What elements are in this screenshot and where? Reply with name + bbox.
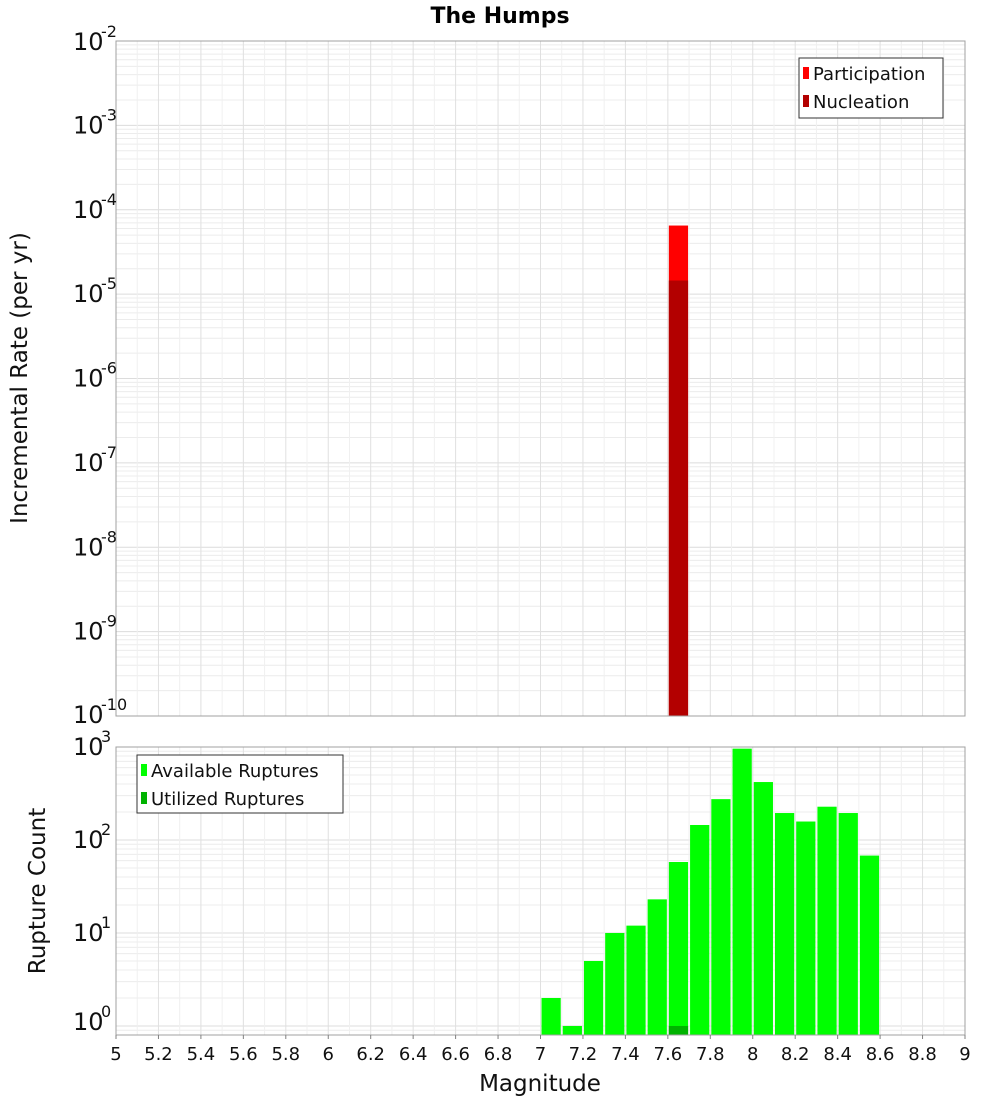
legend-label: Participation — [813, 64, 925, 85]
count-bar-available-ruptures — [859, 855, 880, 1035]
x-tick-label: 8 — [747, 1044, 758, 1065]
y-tick-exponent: -8 — [101, 527, 117, 546]
legend-label: Utilized Ruptures — [151, 789, 304, 810]
rate-y-tick-label: 10-4 — [73, 190, 117, 224]
rate-legend: Participation Nucleation — [798, 57, 944, 119]
x-tick-label: 5.8 — [271, 1044, 300, 1065]
x-tick-label: 5.4 — [187, 1044, 216, 1065]
legend-swatch — [803, 67, 809, 79]
count-bar-available-ruptures — [796, 821, 816, 1035]
y-tick-base: 10 — [73, 365, 104, 393]
y-tick-exponent: -9 — [101, 612, 117, 631]
y-tick-base: 10 — [73, 196, 104, 224]
count-bar-available-ruptures — [562, 1025, 582, 1035]
rate-y-tick-label: 10-5 — [73, 274, 117, 308]
count-bar-available-ruptures — [774, 813, 795, 1035]
count-bar-available-ruptures — [732, 748, 752, 1035]
count-bar-available-ruptures — [753, 782, 773, 1035]
x-tick-label: 7 — [535, 1044, 546, 1065]
rate-y-tick-label: 10-7 — [73, 443, 117, 477]
y-tick-base: 10 — [73, 533, 104, 561]
count-bar-utilized-ruptures — [668, 1025, 689, 1035]
rate-plot-border — [115, 40, 966, 717]
rate-y-tick-label: 10-2 — [73, 22, 117, 56]
y-tick-base: 10 — [73, 280, 104, 308]
y-tick-exponent: 2 — [101, 820, 111, 839]
y-tick-exponent: -3 — [101, 105, 117, 124]
rate-bar-nucleation — [668, 280, 689, 716]
legend-box — [136, 754, 344, 814]
count-y-tick-label: 102 — [73, 820, 111, 854]
y-tick-exponent: 1 — [101, 913, 111, 932]
x-tick-label: 7.6 — [654, 1044, 683, 1065]
y-tick-exponent: -7 — [101, 443, 117, 462]
y-tick-base: 10 — [73, 1008, 104, 1036]
y-tick-base: 10 — [73, 701, 104, 729]
rate-y-tick-label: 10-3 — [73, 105, 117, 139]
x-tick-label: 5.6 — [229, 1044, 258, 1065]
count-y-tick-label: 100 — [73, 1002, 111, 1036]
rate-y-tick-label: 10-10 — [73, 695, 127, 729]
legend-swatch — [141, 792, 147, 804]
y-tick-base: 10 — [73, 826, 104, 854]
count-bar-available-ruptures — [647, 899, 667, 1035]
x-tick-label: 5.2 — [144, 1044, 173, 1065]
x-axis-label: Magnitude — [479, 1071, 601, 1097]
x-tick-label: 7.8 — [696, 1044, 725, 1065]
x-tick-label: 6.2 — [356, 1044, 385, 1065]
x-tick-label: 8.4 — [823, 1044, 852, 1065]
count-y-tick-label: 101 — [73, 913, 111, 947]
count-y-axis-label: Rupture Count — [25, 808, 51, 974]
x-tick-label: 6.6 — [441, 1044, 470, 1065]
x-tick-label: 7.4 — [611, 1044, 640, 1065]
y-tick-exponent: 0 — [101, 1002, 111, 1021]
x-tick-label: 8.8 — [908, 1044, 937, 1065]
rate-y-tick-label: 10-9 — [73, 612, 117, 646]
x-tick-label: 7.2 — [569, 1044, 598, 1065]
chart-title: The Humps — [430, 4, 569, 29]
count-bar-available-ruptures — [583, 960, 604, 1035]
y-tick-exponent: -10 — [101, 695, 127, 714]
legend-label: Available Ruptures — [151, 761, 319, 782]
count-bar-available-ruptures — [838, 813, 858, 1035]
x-tick-label: 8.2 — [781, 1044, 810, 1065]
y-tick-exponent: -5 — [101, 274, 117, 293]
count-bar-available-ruptures — [668, 861, 689, 1035]
x-tick-label: 5 — [110, 1044, 121, 1065]
y-tick-base: 10 — [73, 111, 104, 139]
count-bar-available-ruptures — [605, 932, 625, 1035]
count-bar-available-ruptures — [690, 824, 710, 1035]
legend-label: Nucleation — [813, 92, 909, 113]
rate-y-axis-label: Incremental Rate (per yr) — [7, 232, 33, 524]
count-legend: Available Ruptures Utilized Ruptures — [136, 754, 344, 814]
y-tick-exponent: -6 — [101, 359, 117, 378]
count-y-tick-label: 103 — [73, 727, 111, 761]
y-tick-exponent: -2 — [101, 22, 117, 41]
rate-panel: 10-210-310-410-510-610-710-810-910-10Par… — [73, 22, 966, 729]
count-bar-available-ruptures — [626, 925, 646, 1035]
legend-swatch — [141, 764, 147, 776]
count-bar-available-ruptures — [711, 799, 731, 1035]
legend-box — [798, 57, 944, 119]
y-tick-base: 10 — [73, 618, 104, 646]
count-bar-available-ruptures — [541, 997, 561, 1035]
x-tick-label: 6.4 — [399, 1044, 428, 1065]
legend-swatch — [803, 95, 809, 107]
y-tick-base: 10 — [73, 733, 104, 761]
x-tick-label: 6.8 — [484, 1044, 513, 1065]
x-tick-label: 8.6 — [866, 1044, 895, 1065]
count-bar-available-ruptures — [817, 806, 837, 1035]
rate-y-tick-label: 10-6 — [73, 359, 117, 393]
y-tick-base: 10 — [73, 28, 104, 56]
x-tick-label: 6 — [323, 1044, 334, 1065]
rate-y-tick-label: 10-8 — [73, 527, 117, 561]
y-tick-base: 10 — [73, 449, 104, 477]
y-tick-exponent: -4 — [101, 190, 117, 209]
y-tick-exponent: 3 — [101, 727, 111, 746]
y-tick-base: 10 — [73, 919, 104, 947]
x-tick-label: 9 — [959, 1044, 970, 1065]
